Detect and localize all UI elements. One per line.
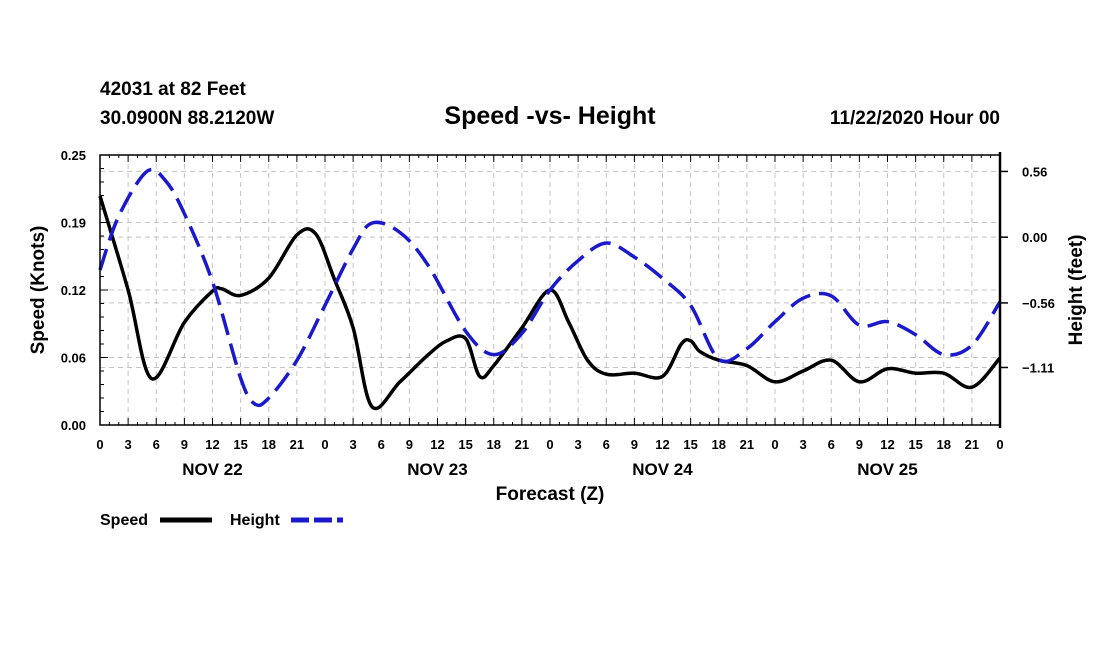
location-label: 30.0900N 88.2120W <box>100 108 274 129</box>
legend: Speed Height <box>100 512 343 529</box>
x-tick-label: 9 <box>181 437 188 452</box>
x-tick-label: 15 <box>458 437 472 452</box>
x-tick-label: 15 <box>908 437 922 452</box>
day-label: NOV 25 <box>857 460 917 479</box>
x-tick-label: 9 <box>406 437 413 452</box>
x-tick-label: 0 <box>321 437 328 452</box>
x-tick-label: 0 <box>96 437 103 452</box>
x-tick-label: 6 <box>603 437 610 452</box>
x-axis-ticks <box>99 155 1001 425</box>
x-tick-label: 12 <box>655 437 669 452</box>
y-right-tick-label: −1.11 <box>1022 360 1054 375</box>
y-left-tick-label: 0.06 <box>61 351 86 366</box>
x-tick-label: 3 <box>350 437 357 452</box>
y-right-tick-label: 0.00 <box>1022 230 1047 245</box>
day-label: NOV 24 <box>632 460 693 479</box>
x-tick-label: 12 <box>880 437 894 452</box>
y-left-tick-label: 0.25 <box>61 148 86 163</box>
x-axis-tick-labels: 0 3 6 9 12 15 18 21 0 3 6 9 12 15 18 21 0 3 6 9 12 15 18 21 0 3 6 9… <box>96 437 1003 452</box>
x-tick-label: 6 <box>153 437 160 452</box>
x-tick-label: 15 <box>683 437 697 452</box>
x-tick-label: 0 <box>771 437 778 452</box>
x-tick-label: 12 <box>205 437 219 452</box>
x-tick-label: 3 <box>800 437 807 452</box>
x-tick-label: 3 <box>125 437 132 452</box>
x-tick-label: 6 <box>378 437 385 452</box>
x-tick-label: 21 <box>290 437 304 452</box>
left-axis-tick-labels: 0.00 0.06 0.12 0.19 0.25 <box>61 148 86 433</box>
x-tick-label: 21 <box>965 437 979 452</box>
y-left-tick-label: 0.19 <box>61 216 86 231</box>
x-tick-label: 12 <box>430 437 444 452</box>
x-tick-label: 6 <box>828 437 835 452</box>
x-tick-label: 9 <box>631 437 638 452</box>
x-tick-label: 18 <box>937 437 951 452</box>
day-label: NOV 22 <box>182 460 242 479</box>
x-axis-label: Forecast (Z) <box>496 484 605 505</box>
right-axis-tick-labels: 0.56 0.00 −0.56 −1.11 <box>1022 164 1055 375</box>
x-tick-label: 0 <box>996 437 1003 452</box>
x-tick-label: 0 <box>546 437 553 452</box>
left-axis-label: Speed (Knots) <box>28 226 49 355</box>
x-tick-label: 21 <box>515 437 529 452</box>
date-label: 11/22/2020 Hour 00 <box>830 108 1000 129</box>
series-line-speed <box>98 195 1002 411</box>
series-layer <box>98 167 1002 411</box>
x-tick-label: 18 <box>712 437 726 452</box>
right-axis-label: Height (feet) <box>1066 235 1087 346</box>
x-tick-label: 9 <box>856 437 863 452</box>
x-tick-label: 21 <box>740 437 754 452</box>
grid-lines <box>100 155 1000 425</box>
legend-height-label: Height <box>230 512 280 529</box>
day-label: NOV 23 <box>407 460 467 479</box>
chart-title: Speed -vs- Height <box>444 102 656 130</box>
station-label: 42031 at 82 Feet <box>100 79 246 100</box>
y-right-tick-label: 0.56 <box>1022 164 1047 179</box>
x-tick-label: 18 <box>262 437 276 452</box>
x-tick-label: 3 <box>575 437 582 452</box>
legend-speed-label: Speed <box>100 512 148 529</box>
x-tick-label: 18 <box>487 437 501 452</box>
y-right-tick-label: −0.56 <box>1022 296 1055 311</box>
y-left-tick-label: 0.12 <box>61 283 86 298</box>
day-labels: NOV 22 NOV 23 NOV 24 NOV 25 <box>182 460 917 479</box>
y-left-tick-label: 0.00 <box>61 418 86 433</box>
x-tick-label: 15 <box>233 437 247 452</box>
series-line-height <box>98 167 1002 408</box>
